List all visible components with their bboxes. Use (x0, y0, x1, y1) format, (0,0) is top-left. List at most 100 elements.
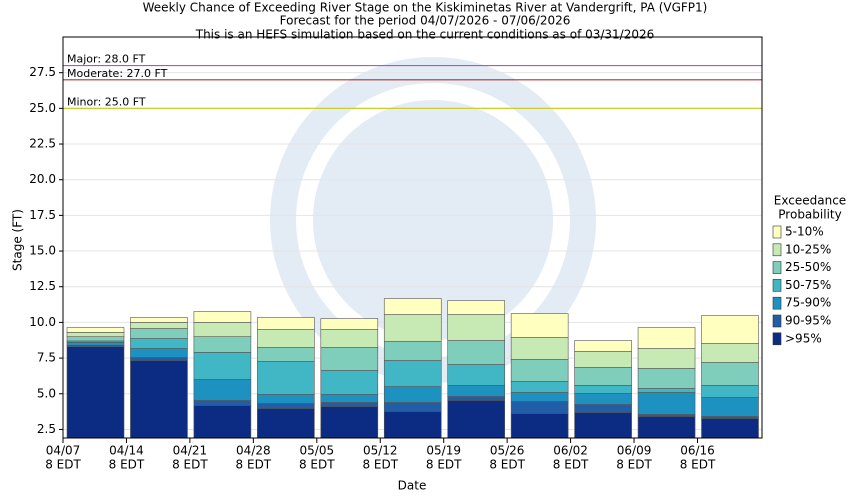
bar-segment (701, 343, 759, 363)
bar-segment (130, 348, 188, 358)
bar-segment (193, 405, 252, 439)
x-tick-label: 8 EDT (45, 458, 81, 472)
x-tick-label: 06/02 (553, 444, 588, 458)
bar-segment (574, 412, 632, 439)
bar-segment (383, 411, 442, 439)
bar-segment (383, 341, 442, 361)
bar-segment (510, 381, 569, 393)
bar-segment (510, 359, 569, 382)
bar-segment (130, 357, 188, 361)
y-tick-label: 22.5 (29, 137, 56, 151)
bar-segment (574, 393, 632, 405)
bar-segment (320, 402, 379, 407)
legend-swatch (772, 296, 782, 310)
x-tick-label: 05/12 (363, 444, 398, 458)
bar-segment (66, 346, 125, 439)
bar-segment (574, 351, 632, 368)
bar-segment (510, 413, 569, 439)
bar-segment (257, 329, 315, 348)
bar-segment (130, 328, 188, 339)
y-tick-label: 2.5 (37, 422, 56, 436)
legend-swatch (772, 332, 782, 346)
chart-title: Weekly Chance of Exceeding River Stage o… (143, 1, 708, 15)
bar-segment (320, 394, 379, 403)
x-tick-label: 8 EDT (426, 458, 462, 472)
bar-segment (447, 314, 506, 341)
bar-segment (637, 327, 696, 349)
bar-segment (637, 416, 696, 439)
threshold-label: Minor: 25.0 FT (67, 95, 146, 108)
legend-label: 10-25% (785, 242, 831, 256)
x-tick-label: 8 EDT (553, 458, 589, 472)
bar-segment (510, 337, 569, 360)
bar-segment (637, 368, 696, 389)
bar-segment (66, 336, 125, 342)
bar-segment (66, 327, 125, 333)
x-tick-label: 06/09 (617, 444, 652, 458)
x-tick-label: 05/26 (490, 444, 525, 458)
y-tick-label: 10.0 (29, 315, 56, 329)
bar-segment (701, 397, 759, 417)
y-tick-label: 7.5 (37, 351, 56, 365)
x-tick-label: 04/21 (173, 444, 208, 458)
bar-segment (574, 385, 632, 394)
bar-segment (130, 338, 188, 349)
legend-label: >95% (785, 331, 822, 345)
bar-segment (701, 418, 759, 439)
bar-segment (130, 322, 188, 329)
threshold-label: Major: 28.0 FT (67, 53, 146, 66)
bar-segment (383, 386, 442, 403)
bar-segment (637, 348, 696, 369)
bar-segment (320, 347, 379, 371)
bar-segment (257, 347, 315, 362)
bar-segment (383, 360, 442, 387)
bar-segment (257, 408, 315, 439)
bar-segment (66, 332, 125, 337)
legend-title: Probability (778, 208, 841, 222)
bar-segment (637, 392, 696, 415)
chart-subtitle: Forecast for the period 04/07/2026 - 07/… (280, 14, 571, 28)
x-tick-label: 04/14 (109, 444, 144, 458)
y-tick-label: 25.0 (29, 101, 56, 115)
x-tick-label: 8 EDT (299, 458, 335, 472)
x-axis-label: Date (398, 479, 427, 493)
x-tick-label: 8 EDT (489, 458, 525, 472)
bar-segment (193, 322, 252, 337)
y-tick-label: 17.5 (29, 208, 56, 222)
y-tick-label: 12.5 (29, 279, 56, 293)
bar-segment (447, 364, 506, 386)
bar-segment (447, 400, 506, 439)
bar-segment (320, 318, 379, 330)
legend-swatch (772, 225, 782, 239)
y-tick-label: 15.0 (29, 244, 56, 258)
bar-segment (447, 300, 506, 315)
bar-segment (383, 402, 442, 412)
bar-segment (701, 385, 759, 398)
bar-segment (637, 388, 696, 393)
bar-segment (510, 401, 569, 414)
bar-segment (193, 336, 252, 353)
y-tick-label: 5.0 (37, 386, 56, 400)
bar-segment (574, 367, 632, 386)
x-tick-label: 04/07 (46, 444, 81, 458)
bar-segment (447, 340, 506, 365)
bar-segment (320, 406, 379, 439)
x-tick-label: 8 EDT (616, 458, 652, 472)
chart-subtitle: This is an HEFS simulation based on the … (195, 28, 655, 42)
y-axis-label: Stage (FT) (11, 209, 25, 271)
x-tick-label: 06/16 (680, 444, 715, 458)
bar-segment (447, 385, 506, 397)
x-tick-label: 8 EDT (680, 458, 716, 472)
x-tick-label: 8 EDT (172, 458, 208, 472)
bar-segment (510, 392, 569, 402)
legend-swatch (772, 243, 782, 257)
legend-label: 25-50% (785, 260, 831, 274)
bar-segment (193, 379, 252, 401)
bar-segment (701, 362, 759, 386)
legend-swatch (772, 279, 782, 292)
bar-segment (383, 298, 442, 315)
legend-label: 75-90% (785, 296, 831, 310)
x-tick-label: 05/05 (300, 444, 335, 458)
bar-segment (257, 403, 315, 409)
x-tick-label: 8 EDT (109, 458, 145, 472)
